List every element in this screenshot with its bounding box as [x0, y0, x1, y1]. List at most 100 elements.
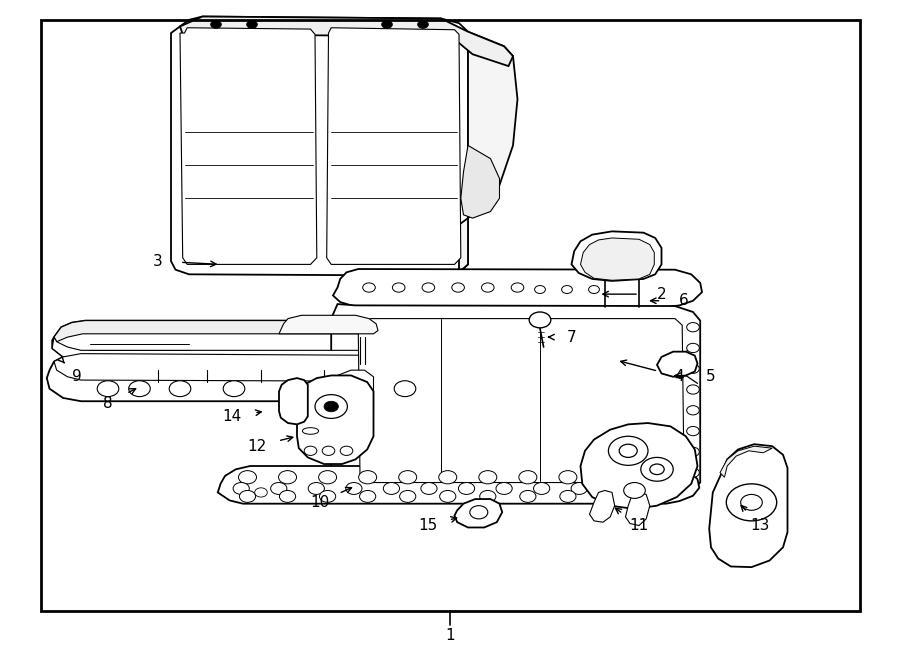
Polygon shape: [580, 238, 654, 280]
Text: 4: 4: [675, 369, 684, 384]
Circle shape: [619, 444, 637, 457]
Circle shape: [470, 506, 488, 519]
Circle shape: [340, 381, 362, 397]
Circle shape: [687, 468, 699, 477]
Circle shape: [452, 283, 464, 292]
Circle shape: [687, 447, 699, 457]
Circle shape: [400, 490, 416, 502]
Text: 8: 8: [104, 396, 112, 410]
Circle shape: [687, 426, 699, 436]
Circle shape: [480, 490, 496, 502]
Circle shape: [458, 483, 474, 494]
Circle shape: [279, 490, 295, 502]
Circle shape: [640, 490, 656, 502]
Polygon shape: [180, 28, 317, 264]
Text: 7: 7: [567, 330, 576, 344]
Polygon shape: [279, 378, 308, 424]
Circle shape: [394, 381, 416, 397]
Circle shape: [418, 20, 428, 28]
Text: 12: 12: [247, 439, 266, 453]
Text: 1: 1: [446, 629, 454, 643]
Circle shape: [559, 471, 577, 484]
Circle shape: [422, 283, 435, 292]
Circle shape: [286, 381, 308, 397]
Polygon shape: [590, 490, 615, 522]
Circle shape: [535, 286, 545, 293]
Circle shape: [439, 490, 456, 502]
Polygon shape: [279, 315, 378, 334]
Text: 15: 15: [418, 518, 437, 533]
Circle shape: [599, 490, 616, 502]
Polygon shape: [709, 444, 788, 567]
Circle shape: [324, 401, 338, 412]
Polygon shape: [331, 304, 700, 496]
Circle shape: [534, 483, 550, 494]
Circle shape: [383, 483, 400, 494]
Circle shape: [518, 471, 536, 484]
Text: 5: 5: [706, 369, 716, 384]
Ellipse shape: [302, 428, 319, 434]
Polygon shape: [180, 17, 513, 66]
Bar: [40, 20, 859, 611]
Circle shape: [741, 494, 762, 510]
Circle shape: [97, 381, 119, 397]
Polygon shape: [454, 499, 502, 527]
Polygon shape: [297, 375, 374, 464]
Circle shape: [560, 490, 576, 502]
Circle shape: [608, 436, 648, 465]
Circle shape: [599, 471, 617, 484]
Circle shape: [322, 446, 335, 455]
Circle shape: [360, 490, 376, 502]
Circle shape: [572, 483, 588, 494]
Circle shape: [439, 471, 456, 484]
Circle shape: [239, 490, 256, 502]
Text: 2: 2: [657, 287, 666, 301]
Circle shape: [382, 20, 392, 28]
Polygon shape: [580, 423, 698, 509]
Polygon shape: [54, 321, 459, 342]
Polygon shape: [657, 352, 698, 377]
Polygon shape: [52, 337, 459, 362]
Circle shape: [511, 283, 524, 292]
Polygon shape: [47, 354, 464, 401]
Circle shape: [238, 471, 256, 484]
Circle shape: [639, 471, 657, 484]
Circle shape: [421, 483, 437, 494]
Polygon shape: [331, 370, 374, 420]
Circle shape: [271, 483, 287, 494]
Circle shape: [233, 483, 249, 494]
Text: 13: 13: [751, 518, 770, 533]
Circle shape: [392, 283, 405, 292]
Text: 14: 14: [222, 409, 242, 424]
Polygon shape: [171, 17, 468, 276]
Circle shape: [340, 446, 353, 455]
Circle shape: [687, 406, 699, 415]
Polygon shape: [720, 446, 772, 477]
Text: 11: 11: [629, 518, 649, 533]
Circle shape: [529, 312, 551, 328]
Circle shape: [687, 343, 699, 352]
Polygon shape: [54, 354, 461, 381]
Polygon shape: [218, 466, 699, 504]
Polygon shape: [461, 145, 500, 218]
Circle shape: [479, 471, 497, 484]
Polygon shape: [572, 231, 662, 281]
Circle shape: [641, 457, 673, 481]
Text: 10: 10: [310, 495, 329, 510]
Circle shape: [726, 484, 777, 521]
Text: 3: 3: [153, 254, 162, 268]
Circle shape: [308, 483, 324, 494]
Circle shape: [562, 286, 572, 293]
Text: 6: 6: [680, 293, 688, 308]
Polygon shape: [52, 321, 464, 362]
Circle shape: [211, 20, 221, 28]
Circle shape: [358, 471, 377, 484]
Circle shape: [129, 381, 150, 397]
Circle shape: [608, 483, 625, 494]
Circle shape: [399, 471, 417, 484]
Circle shape: [319, 471, 337, 484]
Circle shape: [320, 490, 336, 502]
Circle shape: [315, 395, 347, 418]
Polygon shape: [327, 28, 461, 264]
Circle shape: [589, 286, 599, 293]
